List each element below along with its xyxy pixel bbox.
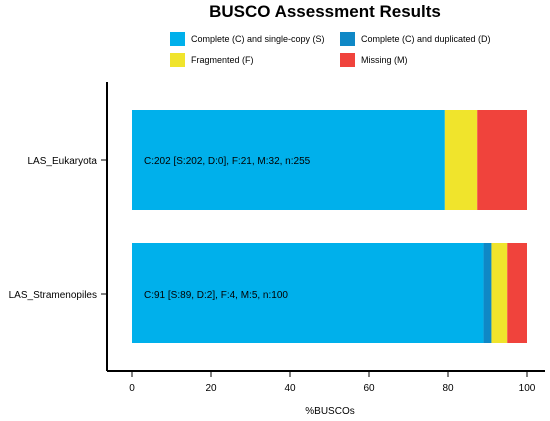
legend-label-single-copy: Complete (C) and single-copy (S)	[191, 34, 325, 44]
legend-label-fragmented: Fragmented (F)	[191, 55, 254, 65]
legend: Complete (C) and single-copy (S) Complet…	[170, 32, 530, 72]
bar-segment-LAS_Eukaryota-3	[477, 110, 527, 210]
bar-segment-LAS_Stramenopiles-0	[132, 243, 484, 343]
legend-swatch-duplicated	[340, 32, 355, 46]
x-tick-label: 80	[442, 383, 454, 394]
x-tick-label: 40	[284, 383, 296, 394]
bar-annotation: C:91 [S:89, D:2], F:4, M:5, n:100	[144, 290, 288, 301]
bar-segment-LAS_Stramenopiles-2	[491, 243, 508, 343]
x-axis-label: %BUSCOs	[305, 406, 354, 417]
bar-segment-LAS_Eukaryota-0	[132, 110, 445, 210]
x-tick-label: 60	[363, 383, 375, 394]
legend-swatch-single-copy	[170, 32, 185, 46]
legend-label-duplicated: Complete (C) and duplicated (D)	[361, 34, 491, 44]
legend-item-duplicated: Complete (C) and duplicated (D)	[340, 32, 491, 46]
bar-annotation: C:202 [S:202, D:0], F:21, M:32, n:255	[144, 156, 311, 167]
chart-title: BUSCO Assessment Results	[209, 2, 441, 21]
legend-item-single-copy: Complete (C) and single-copy (S)	[170, 32, 325, 46]
legend-label-missing: Missing (M)	[361, 55, 408, 65]
legend-item-missing: Missing (M)	[340, 53, 408, 67]
bar-segment-LAS_Eukaryota-2	[444, 110, 478, 210]
bar-segment-LAS_Stramenopiles-3	[507, 243, 527, 343]
legend-item-fragmented: Fragmented (F)	[170, 53, 254, 67]
legend-swatch-missing	[340, 53, 355, 67]
x-tick-label: 0	[129, 383, 135, 394]
category-label: LAS_Stramenopiles	[9, 290, 97, 301]
x-tick-label: 100	[519, 383, 536, 394]
legend-swatch-fragmented	[170, 53, 185, 67]
bar-segment-LAS_Stramenopiles-1	[483, 243, 492, 343]
category-label: LAS_Eukaryota	[28, 156, 98, 167]
x-tick-label: 20	[205, 383, 217, 394]
